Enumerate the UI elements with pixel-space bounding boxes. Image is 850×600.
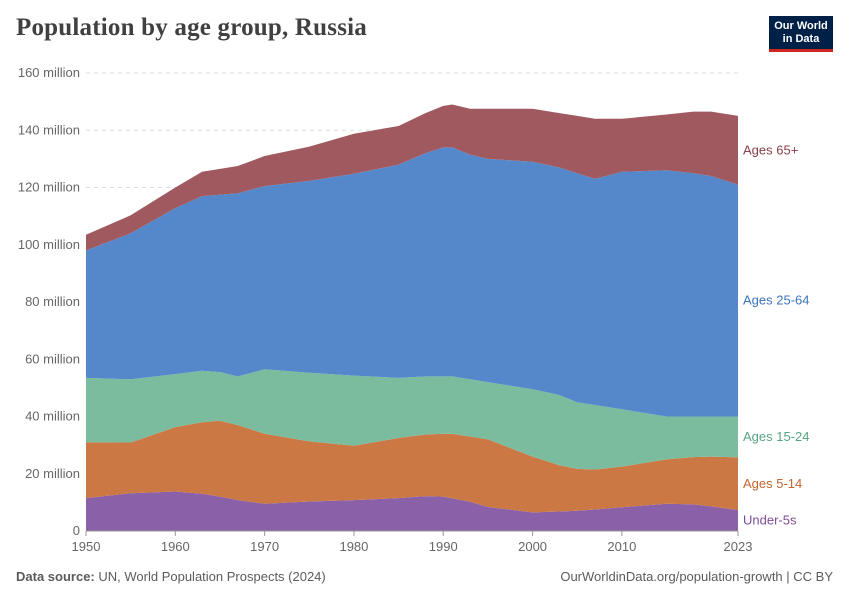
series-label-ages-15-24: Ages 15-24: [743, 429, 810, 444]
source-text: UN, World Population Prospects (2024): [98, 569, 326, 584]
y-tick-label: 160 million: [18, 65, 80, 80]
y-tick-label: 40 million: [25, 409, 80, 424]
series-labels: Under-5s Ages 5-14 Ages 15-24 Ages 25-64 Age…: [743, 142, 810, 527]
stacked-areas: [86, 104, 738, 531]
y-tick-label: 100 million: [18, 237, 80, 252]
footer-url[interactable]: OurWorldinData.org/population-growth | C…: [560, 569, 833, 584]
series-label-ages-25-64: Ages 25-64: [743, 293, 810, 308]
footer-source: Data source: UN, World Population Prospe…: [16, 569, 326, 584]
x-tick-label: 2023: [724, 539, 753, 554]
x-tick-label: 1990: [429, 539, 458, 554]
series-label-ages-65-: Ages 65+: [743, 142, 798, 157]
x-tick-label: 1980: [339, 539, 368, 554]
area-ages-15-24: [86, 369, 738, 470]
y-tick-label: 80 million: [25, 294, 80, 309]
x-tick-label: 1970: [250, 539, 279, 554]
y-tick-label: 120 million: [18, 180, 80, 195]
series-label-under-5s: Under-5s: [743, 513, 797, 528]
x-tick-label: 2010: [607, 539, 636, 554]
x-tick-label: 1950: [72, 539, 101, 554]
y-tick-label: 140 million: [18, 122, 80, 137]
logo-line-1: Our World: [774, 20, 828, 32]
chart-title: Population by age group, Russia: [16, 14, 367, 41]
logo-line-2: in Data: [782, 33, 820, 45]
area-ages-5-14: [86, 420, 738, 513]
area-ages-25-64: [86, 147, 738, 417]
source-label: Data source:: [16, 569, 95, 584]
series-label-ages-5-14: Ages 5-14: [743, 476, 802, 491]
x-tick-label: 2000: [518, 539, 547, 554]
y-tick-label: 60 million: [25, 351, 80, 366]
axes: 0 20 million 40 million 60 million 80 millio…: [18, 65, 753, 554]
area-under-5s: [86, 491, 738, 531]
y-tick-label: 0: [73, 523, 80, 538]
owid-logo[interactable]: Our World in Data: [769, 16, 833, 52]
area-ages-65-: [86, 104, 738, 251]
y-tick-label: 20 million: [25, 466, 80, 481]
x-tick-label: 1960: [161, 539, 190, 554]
